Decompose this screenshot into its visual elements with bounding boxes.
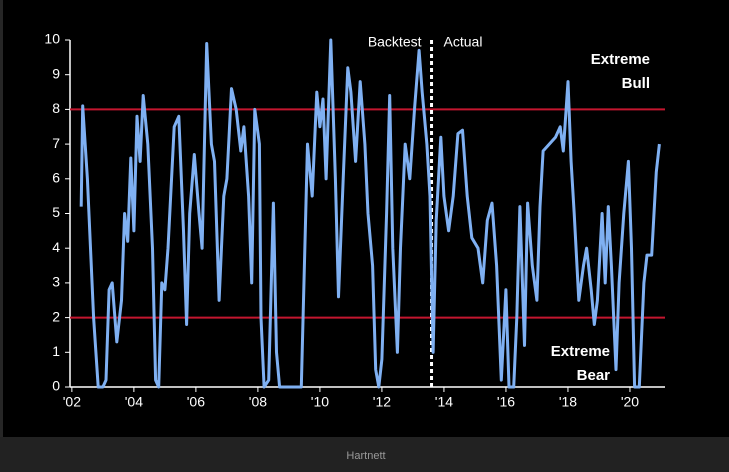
y-tick-label: 9 — [52, 65, 60, 81]
y-tick-label: 3 — [52, 274, 60, 290]
annotation: Bear — [577, 367, 611, 384]
data-line — [79, 38, 661, 389]
caption-bar — [0, 437, 729, 472]
x-tick-label: '08 — [249, 394, 267, 410]
caption: Hartnett — [346, 450, 385, 462]
annotation: Backtest — [368, 34, 422, 50]
x-tick-label: '02 — [63, 394, 81, 410]
y-tick-label: 1 — [52, 343, 60, 359]
x-tick-label: '10 — [311, 394, 329, 410]
x-tick-label: '20 — [621, 394, 639, 410]
y-tick-label: 6 — [52, 170, 60, 186]
annotation: Extreme — [551, 343, 610, 360]
y-tick-label: 10 — [44, 31, 60, 47]
x-tick-label: '16 — [497, 394, 515, 410]
y-tick-label: 0 — [52, 378, 60, 394]
x-tick-label: '12 — [373, 394, 391, 410]
x-tick-label: '06 — [187, 394, 205, 410]
y-tick-label: 5 — [52, 204, 60, 220]
y-tick-label: 2 — [52, 308, 60, 324]
x-tick-label: '18 — [559, 394, 577, 410]
y-tick-label: 7 — [52, 135, 60, 151]
x-tick-label: '04 — [125, 394, 143, 410]
y-tick-label: 4 — [52, 239, 60, 255]
y-tick-label: 8 — [52, 100, 60, 116]
annotation: Actual — [444, 34, 483, 50]
annotation: Bull — [622, 75, 650, 92]
x-tick-label: '14 — [435, 394, 453, 410]
annotation: Extreme — [591, 51, 650, 68]
